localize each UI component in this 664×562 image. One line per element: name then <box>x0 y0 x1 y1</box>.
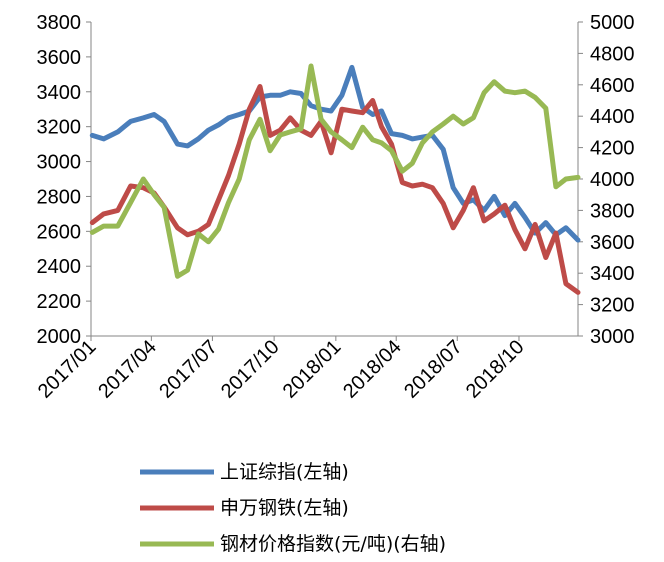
x-axis: 2017/012017/042017/072017/102018/012018/… <box>34 336 529 403</box>
right-tick-label: 5000 <box>590 12 635 34</box>
right-tick-label: 4200 <box>590 138 635 160</box>
x-tick-label: 2017/10 <box>217 336 284 403</box>
legend-label-3: 钢材价格指数(元/吨)(右轴) <box>220 533 446 555</box>
left-tick-label: 2400 <box>37 256 82 278</box>
right-tick-label: 3000 <box>590 326 635 348</box>
right-tick-label: 3800 <box>590 200 635 222</box>
series-line-3 <box>89 63 581 279</box>
right-tick-label: 3600 <box>590 232 635 254</box>
legend-label-2: 申万钢铁(左轴) <box>220 497 349 519</box>
left-tick-label: 3400 <box>37 82 82 104</box>
right-tick-label: 4800 <box>590 43 635 65</box>
left-tick-label: 2200 <box>37 291 82 313</box>
right-tick-label: 4000 <box>590 169 635 191</box>
left-y-axis: 2000 2200 2400 2600 2800 3000 3200 3400 3600 3800 <box>37 12 91 348</box>
axes <box>90 22 579 337</box>
right-y-axis: 3000 3200 3400 3600 3800 4000 4200 4400 4600 4800… <box>578 12 635 348</box>
left-tick-label: 3800 <box>37 12 82 34</box>
left-tick-label: 2600 <box>37 221 82 243</box>
left-tick-label: 3600 <box>37 47 82 69</box>
x-tick-label: 2017/04 <box>94 336 161 403</box>
legend: 上证综指(左轴) 申万钢铁(左轴) 钢材价格指数(元/吨)(右轴) <box>140 461 446 555</box>
right-tick-label: 4400 <box>590 106 635 128</box>
left-tick-label: 2000 <box>37 326 82 348</box>
left-tick-label: 3200 <box>37 117 82 139</box>
series-line-2 <box>89 84 581 295</box>
x-tick-label: 2018/10 <box>462 336 529 403</box>
x-tick-label: 2018/01 <box>279 336 346 403</box>
series-line-1 <box>89 64 581 243</box>
right-tick-label: 3400 <box>590 263 635 285</box>
x-tick-label: 2017/07 <box>155 336 222 403</box>
x-tick-label: 2018/04 <box>339 336 406 403</box>
left-tick-label: 3000 <box>37 152 82 174</box>
right-tick-label: 4600 <box>590 75 635 97</box>
x-tick-label: 2018/07 <box>400 336 467 403</box>
series-lines <box>89 63 581 295</box>
legend-label-1: 上证综指(左轴) <box>220 461 349 483</box>
left-tick-label: 2800 <box>37 186 82 208</box>
right-tick-label: 3200 <box>590 295 635 317</box>
